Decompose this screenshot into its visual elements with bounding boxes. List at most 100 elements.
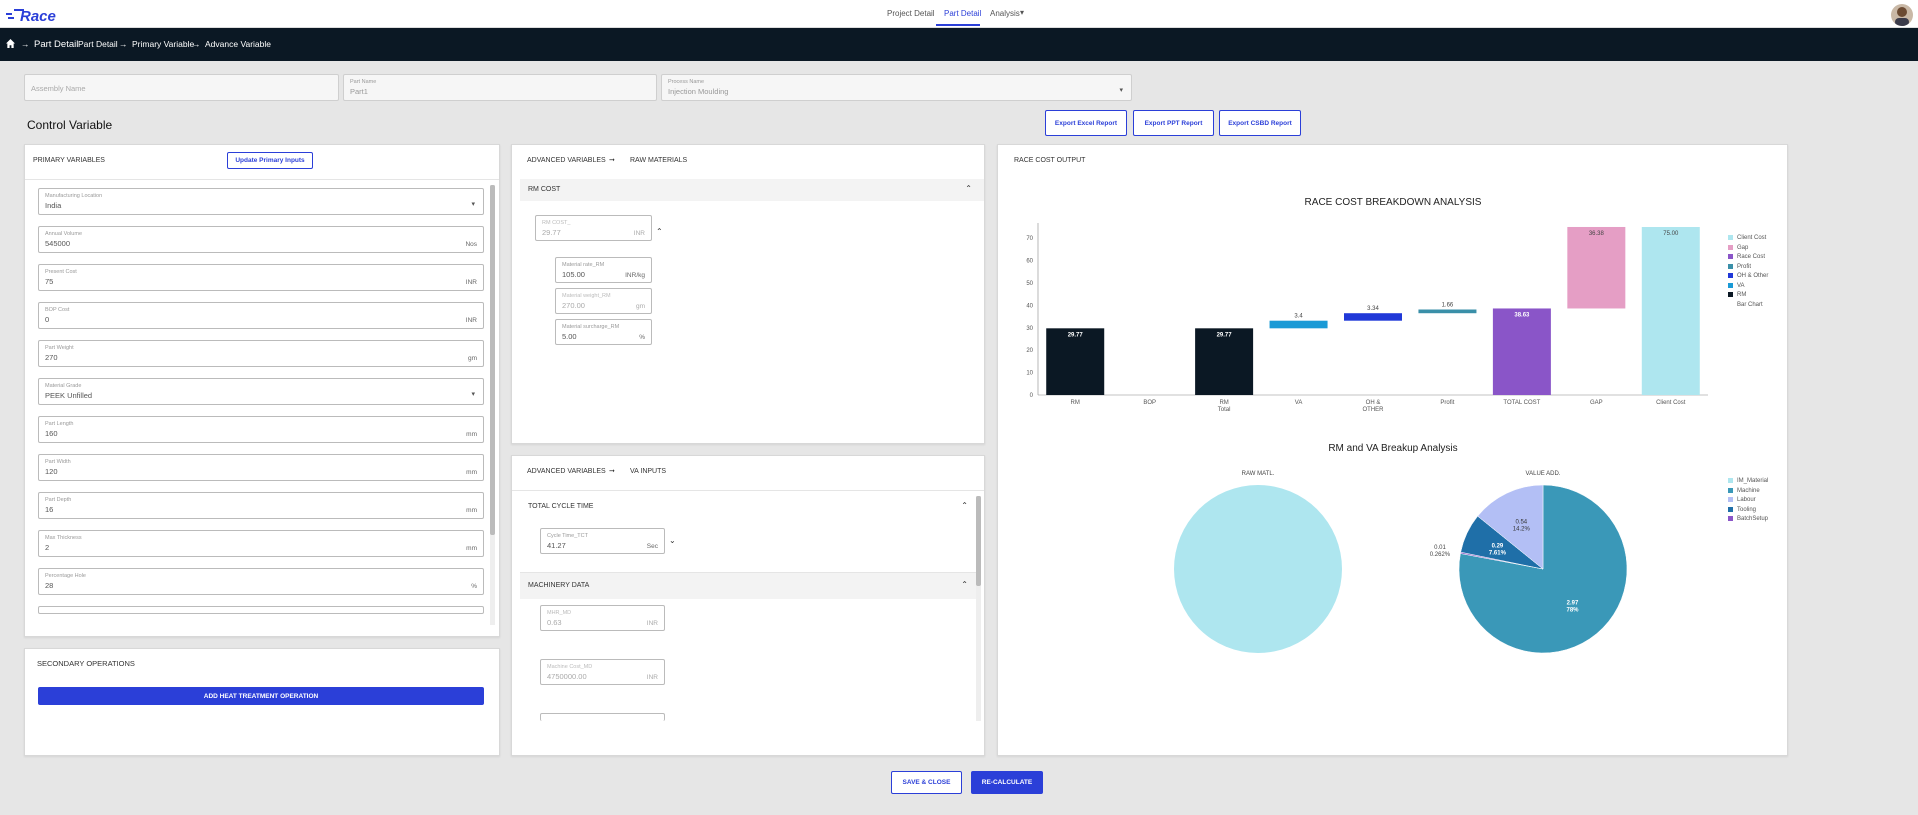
primary-field-6[interactable]: Part Length 160 mm — [38, 416, 484, 443]
recalculate-button[interactable]: RE-CALCULATE — [971, 771, 1043, 794]
home-icon[interactable] — [6, 39, 15, 48]
x-tick-label: Total — [1218, 407, 1231, 413]
pie-slice[interactable] — [1174, 485, 1342, 653]
primary-field-2[interactable]: Present Cost 75 INR — [38, 264, 484, 291]
legend-item[interactable]: Gap — [1728, 244, 1748, 251]
scrollbar[interactable] — [976, 496, 981, 721]
legend-item[interactable]: Machine — [1728, 487, 1760, 494]
bar-data-label: 3.34 — [1367, 306, 1379, 312]
arrow-right-icon: ➞ — [609, 157, 615, 164]
primary-field-7[interactable]: Part Width 120 mm — [38, 454, 484, 481]
arrow-right-icon: ➞ — [609, 468, 615, 475]
tab-part-detail[interactable]: Part Detail — [944, 9, 982, 18]
legend-item[interactable]: BatchSetup — [1728, 516, 1768, 522]
legend-item[interactable]: Bar Chart — [1728, 302, 1763, 308]
rm-cost-section-header[interactable]: RM COST ⌃ — [520, 179, 984, 201]
chevron-up-icon[interactable]: ⌃ — [965, 184, 972, 193]
rm-cost-field[interactable]: RM COST_ 29.77 INR — [535, 215, 652, 241]
total-cycle-time-header[interactable]: TOTAL CYCLE TIME ⌃ — [520, 496, 980, 518]
tab-project-detail[interactable]: Project Detail — [887, 9, 935, 18]
avatar[interactable] — [1891, 4, 1913, 26]
mhr-field[interactable]: MHR_MD 0.63 INR — [540, 605, 665, 631]
breadcrumb-item-part-detail-2[interactable]: Part Detail — [78, 39, 118, 49]
legend-swatch — [1728, 292, 1733, 297]
bar-2[interactable] — [1195, 328, 1254, 395]
legend-swatch — [1728, 302, 1733, 307]
export-ppt-button[interactable]: Export PPT Report — [1133, 110, 1214, 136]
material-weight-field[interactable]: Material weight_RM 270.00 gm — [555, 288, 652, 314]
primary-field-0[interactable]: Manufacturing Location India ▾ — [38, 188, 484, 215]
advanced-variables-title: ADVANCED VARIABLES — [527, 468, 606, 475]
bar-data-label: 1.66 — [1442, 302, 1454, 308]
assembly-name-field[interactable]: Assembly Name — [24, 74, 339, 101]
scrollbar-thumb[interactable] — [976, 496, 981, 586]
save-close-button[interactable]: SAVE & CLOSE — [891, 771, 962, 794]
breadcrumb-item-part-detail[interactable]: Part Detail — [34, 39, 79, 50]
machine-cost-field[interactable]: Machine Cost_MD 4750000.00 INR — [540, 659, 665, 685]
cycle-time-field[interactable]: Cycle Time_TCT 41.27 Sec — [540, 528, 665, 554]
machinery-data-header[interactable]: MACHINERY DATA ⌃ — [520, 573, 980, 599]
part-name-field[interactable]: Part Name Part1 — [343, 74, 657, 101]
breadcrumb-item-advance-variable[interactable]: Advance Variable — [205, 39, 271, 49]
primary-field-4[interactable]: Part Weight 270 gm — [38, 340, 484, 367]
legend-item[interactable]: Labour — [1728, 497, 1756, 503]
primary-field-5[interactable]: Material Grade PEEK Unfilled ▾ — [38, 378, 484, 405]
process-name-select[interactable]: Process Name Injection Moulding ▾ — [661, 74, 1132, 101]
bar-6[interactable] — [1492, 308, 1551, 395]
y-tick-label: 60 — [1026, 259, 1033, 265]
chevron-up-icon[interactable]: ⌃ — [656, 227, 663, 236]
legend-item[interactable]: Race Cost — [1728, 254, 1765, 260]
add-heat-treatment-button[interactable]: ADD HEAT TREATMENT OPERATION — [38, 687, 484, 705]
primary-field-8[interactable]: Part Depth 16 mm — [38, 492, 484, 519]
bar-4[interactable] — [1344, 313, 1402, 321]
race-logo[interactable]: Race — [6, 6, 86, 24]
legend-swatch — [1728, 506, 1733, 512]
bar-8[interactable] — [1641, 227, 1700, 395]
primary-variables-panel: PRIMARY VARIABLES Update Primary Inputs … — [24, 144, 500, 637]
y-tick-label: 50 — [1026, 281, 1033, 287]
bar-data-label: 38.63 — [1514, 312, 1530, 318]
top-nav: Race Project Detail Part Detail Analysis… — [0, 0, 1918, 28]
bar-5[interactable] — [1418, 309, 1477, 314]
scrollbar[interactable] — [490, 185, 495, 625]
chevron-up-icon[interactable]: ⌃ — [961, 580, 968, 589]
active-tab-indicator — [936, 24, 980, 26]
bar-7[interactable] — [1567, 226, 1626, 309]
pie-pct-label: 7.61% — [1489, 550, 1507, 556]
legend-item[interactable]: RM — [1728, 292, 1746, 298]
primary-field-3[interactable]: BOP Cost 0 INR — [38, 302, 484, 329]
legend-item[interactable]: VA — [1728, 282, 1745, 289]
next-field-partial[interactable] — [540, 713, 665, 721]
scrollbar-thumb[interactable] — [490, 185, 495, 535]
raw-materials-title: RAW MATERIALS — [630, 157, 688, 164]
legend-item[interactable]: Profit — [1728, 263, 1751, 270]
primary-field-1[interactable]: Annual Volume 545000 Nos — [38, 226, 484, 253]
pie-pct-label: 0.262% — [1430, 552, 1451, 558]
legend-item[interactable]: IM_Material — [1728, 478, 1768, 484]
legend-item[interactable]: Tooling — [1728, 506, 1756, 513]
legend-item[interactable]: OH & Other — [1728, 273, 1768, 279]
va-inputs-panel: ADVANCED VARIABLES ➞ VA INPUTS TOTAL CYC… — [511, 455, 985, 756]
pie-slice[interactable] — [1458, 484, 1628, 654]
export-excel-button[interactable]: Export Excel Report — [1045, 110, 1127, 136]
breadcrumb-item-primary-variable[interactable]: Primary Variable — [132, 39, 195, 49]
primary-field-10[interactable]: Percentage Hole 28% — [38, 568, 484, 595]
pie-slice[interactable] — [1477, 484, 1544, 570]
chevron-down-icon[interactable]: ⌄ — [669, 536, 676, 545]
next-field-partial[interactable] — [38, 606, 484, 614]
x-tick-label: TOTAL COST — [1503, 400, 1540, 406]
material-rate-field[interactable]: Material rate_RM 105.00 INR/kg — [555, 257, 652, 283]
legend-item[interactable]: Client Cost — [1728, 235, 1766, 241]
export-csbd-button[interactable]: Export CSBD Report — [1219, 110, 1301, 136]
chevron-up-icon[interactable]: ⌃ — [961, 501, 968, 510]
bar-3[interactable] — [1269, 320, 1328, 329]
bar-0[interactable] — [1046, 328, 1105, 395]
bar-data-label: 3.4 — [1294, 314, 1303, 320]
tab-analysis[interactable]: Analysis — [990, 9, 1020, 18]
chevron-down-icon[interactable]: ▾ — [1020, 8, 1025, 17]
update-primary-inputs-button[interactable]: Update Primary Inputs — [227, 152, 313, 169]
legend-swatch — [1728, 487, 1733, 493]
material-surcharge-field[interactable]: Material surcharge_RM 5.00 % — [555, 319, 652, 345]
x-tick-label: OTHER — [1363, 407, 1385, 413]
primary-field-9[interactable]: Max Thickness 2 mm — [38, 530, 484, 557]
